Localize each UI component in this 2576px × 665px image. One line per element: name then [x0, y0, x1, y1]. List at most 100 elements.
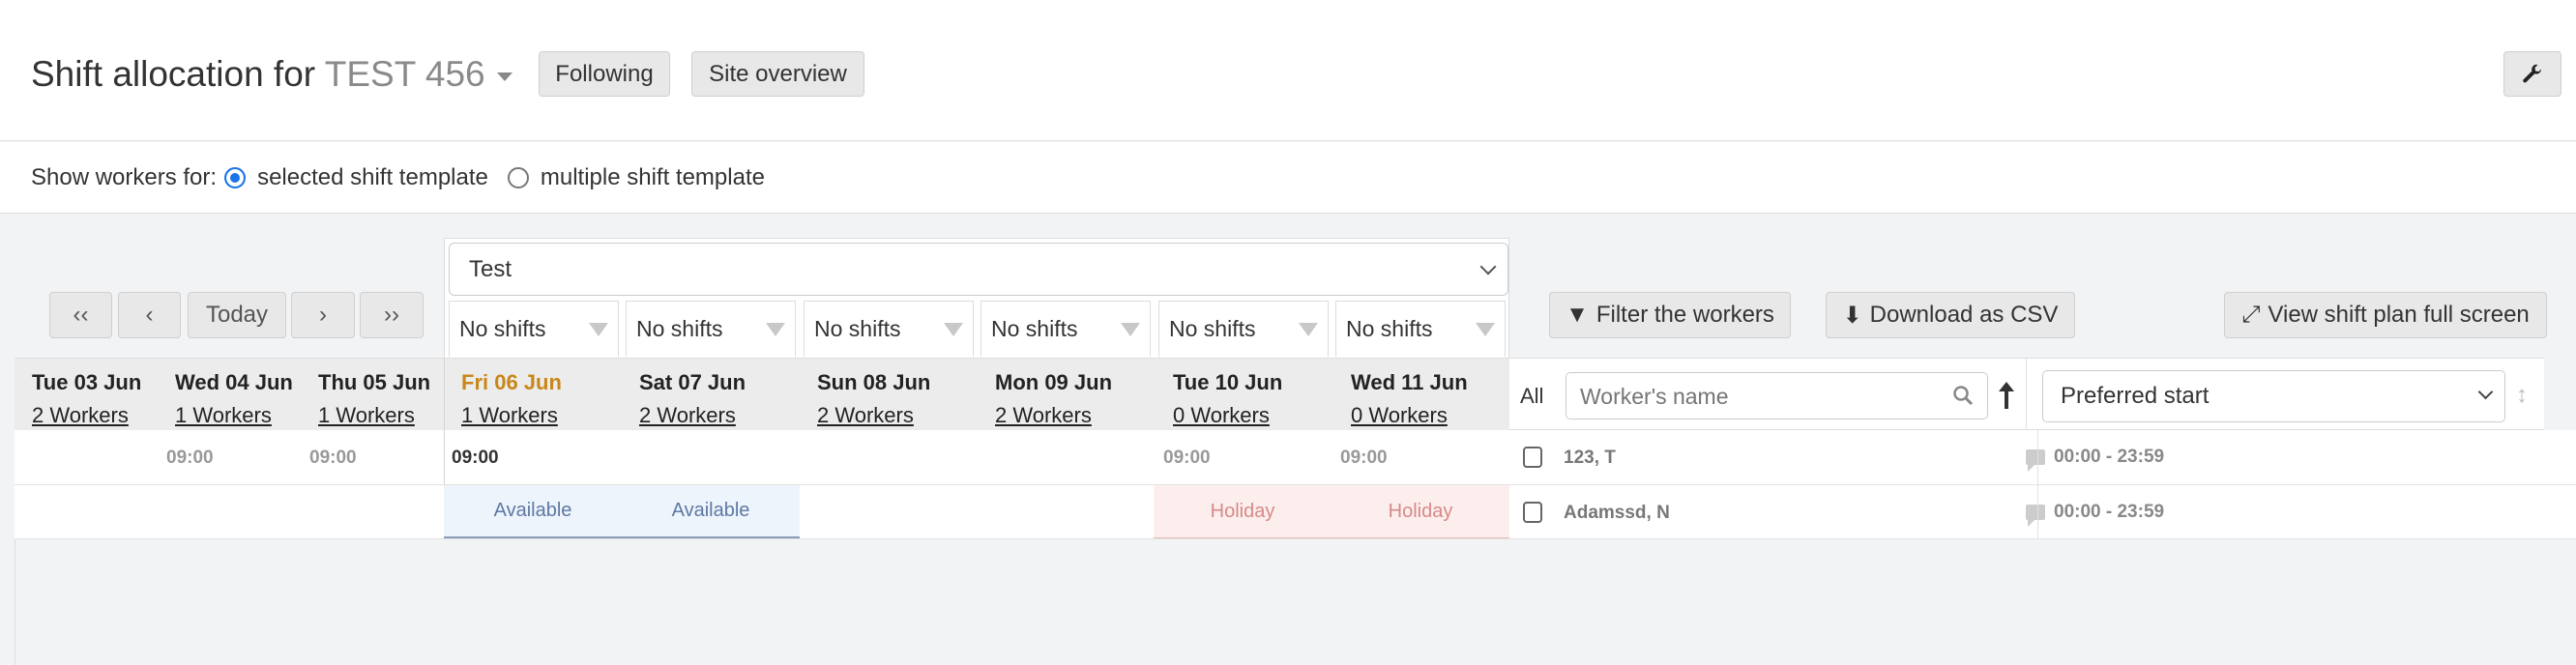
day-label: Wed 04 Jun: [175, 370, 293, 394]
workers-link[interactable]: 0 Workers: [1351, 403, 1448, 427]
workers-panel-header: All Preferred start ↕: [1509, 358, 2544, 430]
day-header: Sat 07 Jun 2 Workers: [639, 370, 746, 428]
filter-icon: ▼: [1566, 302, 1589, 328]
comment-icon[interactable]: [2026, 505, 2045, 527]
day-label: Mon 09 Jun: [995, 370, 1113, 394]
holiday-cell[interactable]: Holiday: [1154, 485, 1332, 538]
calendar-row: Available Available Holiday Holiday: [15, 485, 1509, 539]
workers-link[interactable]: 1 Workers: [318, 403, 415, 427]
shift-time: 09:00: [309, 448, 357, 468]
workers-link[interactable]: 2 Workers: [817, 403, 914, 427]
worker-checkbox[interactable]: [1523, 447, 1542, 468]
day-label: Wed 11 Jun: [1351, 370, 1468, 394]
calendar-row: 09:00 09:00 09:00 09:00 09:00: [15, 430, 1509, 485]
settings-button[interactable]: [2503, 51, 2561, 97]
filter-workers-button[interactable]: ▼ Filter the workers: [1549, 292, 1791, 338]
day-label: Sun 08 Jun: [817, 370, 931, 394]
site-name[interactable]: TEST 456: [324, 54, 485, 94]
shift-select[interactable]: No shifts: [449, 301, 619, 357]
shift-time: 09:00: [1340, 448, 1388, 468]
shift-time: 09:00: [1163, 448, 1211, 468]
template-value: Test: [469, 255, 512, 282]
shift-select-value: No shifts: [991, 316, 1078, 341]
radio-selected-shift-template[interactable]: [224, 167, 247, 188]
worker-preferred-time: 00:00 - 23:59: [2054, 447, 2165, 467]
following-button[interactable]: Following: [539, 51, 670, 97]
workers-link[interactable]: 1 Workers: [175, 403, 272, 427]
chevron-down-icon: [1299, 323, 1318, 336]
worker-name[interactable]: Adamssd, N: [1564, 503, 1670, 523]
calendar-header: Tue 03 Jun 2 Workers Wed 04 Jun 1 Workers …: [15, 358, 1509, 430]
expand-icon: ⤢: [2241, 302, 2261, 328]
download-label: Download as CSV: [1869, 302, 2059, 328]
worker-name-search[interactable]: [1566, 372, 1988, 419]
first-week-button[interactable]: ‹‹: [49, 292, 112, 338]
prev-week-button[interactable]: ‹: [118, 292, 181, 338]
radio-label-multiple[interactable]: multiple shift template: [540, 164, 765, 190]
show-workers-label: Show workers for:: [31, 164, 218, 190]
day-header-today: Fri 06 Jun 1 Workers: [461, 370, 562, 428]
radio-multiple-shift-template[interactable]: [507, 167, 529, 188]
preferred-start-select[interactable]: Preferred start: [2042, 370, 2505, 422]
comment-icon[interactable]: [2026, 449, 2045, 472]
shift-select[interactable]: No shifts: [1335, 301, 1506, 357]
workers-link[interactable]: 1 Workers: [461, 403, 558, 427]
day-header: Tue 10 Jun 0 Workers: [1173, 370, 1282, 428]
day-header: Tue 03 Jun 2 Workers: [32, 370, 141, 428]
chevron-down-icon: [766, 323, 785, 336]
site-overview-button[interactable]: Site overview: [691, 51, 864, 97]
workers-link[interactable]: 0 Workers: [1173, 403, 1270, 427]
day-label: Fri 06 Jun: [461, 370, 562, 394]
worker-checkbox[interactable]: [1523, 502, 1542, 523]
workers-link[interactable]: 2 Workers: [639, 403, 736, 427]
sort-select-value: Preferred start: [2061, 383, 2210, 409]
day-label: Tue 03 Jun: [32, 370, 142, 394]
day-header: Wed 11 Jun 0 Workers: [1351, 370, 1468, 428]
chevron-down-icon: [1476, 323, 1495, 336]
holiday-cell[interactable]: Holiday: [1332, 485, 1509, 538]
chevron-down-icon: [1479, 258, 1497, 275]
day-header: Sun 08 Jun 2 Workers: [817, 370, 930, 428]
radio-label-selected[interactable]: selected shift template: [257, 164, 488, 190]
available-cell[interactable]: Available: [622, 485, 800, 538]
worker-name-input[interactable]: [1580, 384, 1928, 410]
chevron-down-icon: [2477, 384, 2494, 400]
day-header: Wed 04 Jun 1 Workers: [175, 370, 293, 428]
workers-link[interactable]: 2 Workers: [32, 403, 129, 427]
worker-row: 123, T 00:00 - 23:59: [1509, 430, 2576, 485]
day-header: Mon 09 Jun 2 Workers: [995, 370, 1112, 428]
chevron-down-icon: [589, 323, 608, 336]
shift-template-select[interactable]: Test: [449, 243, 1508, 296]
filter-label: Filter the workers: [1595, 302, 1774, 328]
fullscreen-label: View shift plan full screen: [2268, 302, 2530, 328]
day-header: Thu 05 Jun 1 Workers: [318, 370, 430, 428]
day-label: Thu 05 Jun: [318, 370, 431, 394]
shift-time: 09:00: [452, 448, 499, 468]
search-icon: [1953, 386, 1974, 406]
shift-select-value: No shifts: [1346, 316, 1433, 341]
shift-select[interactable]: No shifts: [1158, 301, 1329, 357]
sort-ascending-icon[interactable]: [1999, 382, 2014, 409]
worker-name[interactable]: 123, T: [1564, 448, 1616, 468]
chevron-down-icon: [944, 323, 963, 336]
caret-down-icon[interactable]: [496, 72, 512, 81]
next-week-button[interactable]: ›: [291, 292, 355, 338]
last-week-button[interactable]: ››: [360, 292, 424, 338]
shift-select-value: No shifts: [814, 316, 901, 341]
wrench-icon: [2523, 64, 2542, 82]
select-all-label[interactable]: All: [1520, 384, 1544, 408]
download-csv-button[interactable]: ⬇ Download as CSV: [1826, 292, 2075, 338]
shift-select-value: No shifts: [1169, 316, 1256, 341]
show-workers-for: Show workers for: selected shift templat…: [31, 164, 765, 191]
today-button[interactable]: Today: [188, 292, 286, 338]
shift-select[interactable]: No shifts: [804, 301, 974, 357]
available-cell[interactable]: Available: [444, 485, 622, 538]
download-icon: ⬇: [1842, 302, 1862, 329]
day-label: Sat 07 Jun: [639, 370, 746, 394]
shift-select[interactable]: No shifts: [626, 301, 796, 357]
workers-link[interactable]: 2 Workers: [995, 403, 1092, 427]
shift-select[interactable]: No shifts: [981, 301, 1151, 357]
page-title[interactable]: Shift allocation for TEST 456: [31, 54, 512, 95]
sort-toggle-icon[interactable]: ↕: [2516, 382, 2528, 408]
fullscreen-button[interactable]: ⤢ View shift plan full screen: [2224, 292, 2547, 338]
